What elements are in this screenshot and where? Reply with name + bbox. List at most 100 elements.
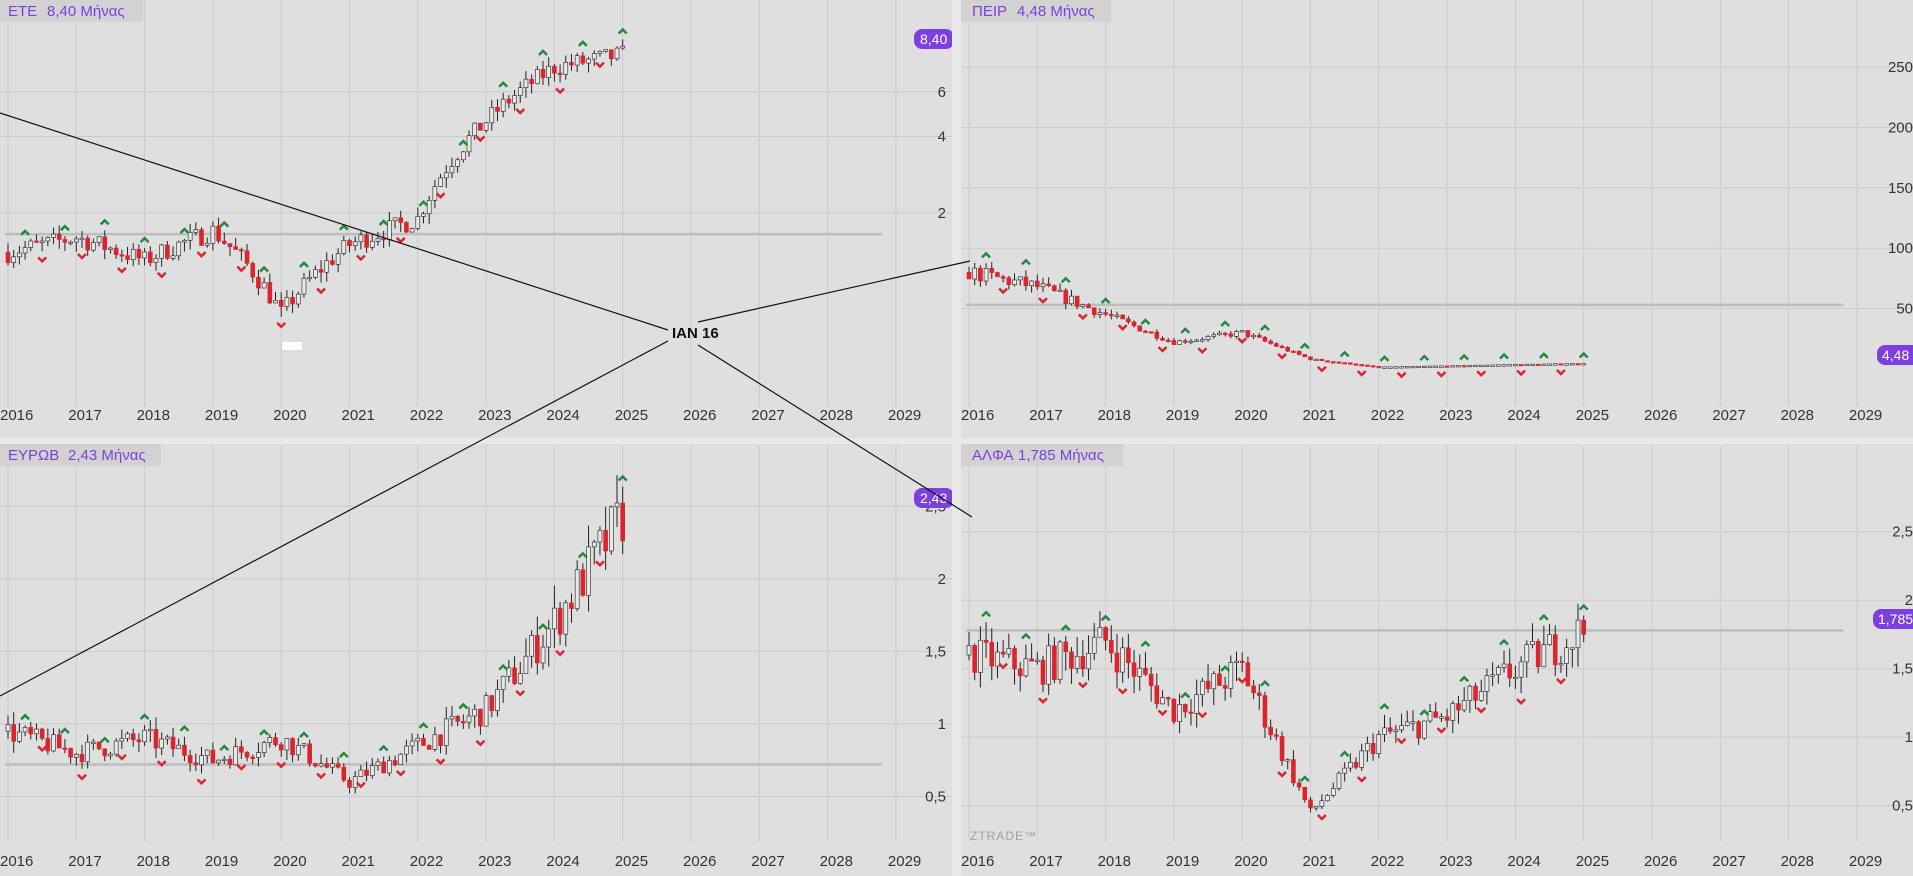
connector-lines[interactable] [0,112,973,697]
candle [1046,645,1051,685]
candle [1552,634,1558,666]
candle [182,240,187,243]
candle [119,254,125,257]
swing-low-marker [1237,337,1248,344]
candle [1296,350,1302,355]
candle [102,236,108,250]
x-tick-label: 2023 [1439,407,1472,424]
swing-high-marker [20,713,30,721]
candle [1473,364,1478,367]
swing-low-marker [1476,706,1487,714]
swing-low-marker [1197,347,1208,355]
candle [574,569,580,609]
candle [1490,674,1495,677]
panel-ete-plot[interactable] [0,0,952,438]
candle [1393,366,1399,369]
candle [1245,662,1251,687]
candle [176,744,182,750]
candle [1575,619,1581,649]
swing-high-marker [20,229,30,236]
connector-line-bottom-left [0,340,669,697]
candle [1404,366,1410,369]
candle [1177,704,1182,722]
candle [1439,716,1444,719]
x-tick-label: 2019 [205,853,238,870]
y-tick-label: 2 [1905,592,1913,609]
candle [1513,364,1518,367]
candle [1057,289,1063,292]
candle [1518,661,1524,678]
candle [136,248,142,259]
candle [443,172,449,179]
panel-alfa-plot[interactable] [961,444,1913,876]
candle [620,45,626,49]
candle [1120,647,1125,673]
candle [1268,340,1273,344]
swing-low-marker [395,770,406,777]
candle [978,639,983,673]
x-tick-label: 2025 [615,853,648,870]
swing-low-marker [1356,776,1367,783]
candle [1365,743,1370,752]
candle [1171,698,1177,722]
candle [1575,363,1581,366]
swing-low-marker [1396,371,1407,379]
candle [1165,697,1171,700]
candle [1091,307,1097,316]
candle [478,122,483,131]
swing-high-marker [1021,258,1031,266]
candle [1228,662,1234,689]
candle [517,673,523,684]
candle [426,745,432,750]
candle [478,708,483,727]
candle [1256,692,1262,696]
x-tick-label: 2027 [751,853,784,870]
panel-ete: 2 4 6 2016 2017 2018 2019 2020 2021 2022 2023 2024… [0,0,954,438]
y-tick-label: 200 [1888,120,1913,137]
candle [147,728,153,732]
candle [1393,729,1399,732]
x-tick-label: 2017 [68,853,101,870]
candle [1040,659,1046,685]
swing-low-marker [1476,370,1487,377]
candle [108,247,113,250]
candle [1143,667,1148,675]
candle [273,737,278,745]
candle [1376,366,1382,369]
candle [1296,782,1302,788]
candle [210,749,216,764]
candle [313,269,318,278]
swing-high-marker [981,610,991,618]
x-tick-label: 2024 [546,853,579,870]
candle [1131,662,1137,677]
panel-peir-last-price-badge: 4,48 [1877,345,1913,365]
marker-blip [282,342,302,350]
candle [1000,276,1006,279]
candle [1564,647,1569,664]
x-tick-label: 2029 [1849,853,1882,870]
candle [347,779,352,788]
candle [1256,334,1262,338]
candle [415,737,421,742]
x-tick-label: 2028 [1781,853,1814,870]
candle [387,760,392,774]
swing-high-marker [1578,351,1589,359]
candle [1513,676,1518,679]
candle [170,736,176,750]
candle [1325,360,1330,363]
swing-low-marker [555,649,565,657]
candle [989,268,995,273]
swing-low-marker [998,287,1009,295]
candle [1478,364,1484,367]
candle [512,95,517,104]
candle [1439,365,1444,368]
x-tick-label: 2025 [1576,853,1609,870]
swing-high-marker [1260,324,1270,331]
swing-low-marker [196,778,207,786]
swing-low-marker [595,61,605,69]
candle [483,695,489,727]
candle [557,607,563,635]
panel-eurob-plot[interactable] [0,444,952,876]
candle [1200,339,1205,342]
panel-peir-plot[interactable] [961,0,1913,438]
